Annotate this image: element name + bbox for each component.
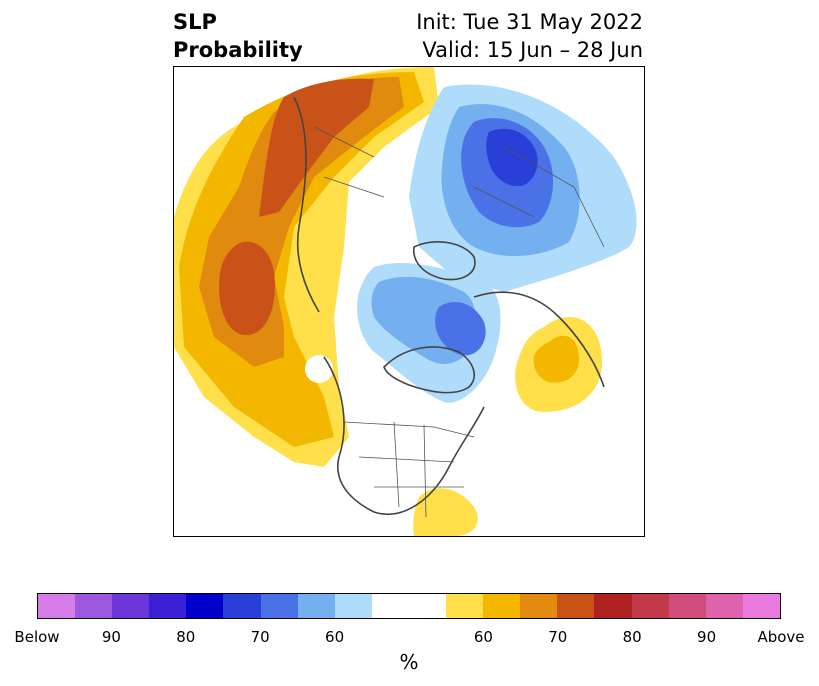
above-75-pacific (219, 241, 275, 336)
colorbar-below-segment-8 (334, 594, 372, 618)
colorbar-above-segment-8 (742, 594, 780, 618)
colorbar-tick-label: 70 (548, 628, 568, 646)
colorbar-below-segment-0 (38, 594, 76, 618)
below-70-arctic (435, 302, 486, 356)
colorbar-above-segment-3 (557, 594, 595, 618)
colorbar-above-segment-0 (446, 594, 484, 618)
title-variable: SLP (173, 10, 217, 34)
map-title: SLP Probability (173, 8, 303, 64)
below-75-siberia (486, 128, 538, 187)
colorbar-tick-label: 90 (101, 628, 121, 646)
map-subtitle: Init: Tue 31 May 2022 Valid: 15 Jun – 28… (416, 8, 643, 64)
colorbar-above-segment-4 (594, 594, 632, 618)
title-type: Probability (173, 38, 303, 62)
above-65-atlantic (533, 335, 579, 383)
colorbar-tick-label: 80 (176, 628, 196, 646)
colorbar-below-segment-2 (112, 594, 150, 618)
colorbar-tick-label: Above (757, 628, 805, 646)
colorbar-below-segment-3 (149, 594, 187, 618)
colorbar-tick-label: 80 (622, 628, 642, 646)
pacific-gap (305, 355, 333, 383)
valid-range: Valid: 15 Jun – 28 Jun (422, 38, 643, 62)
above-75-europe (259, 78, 374, 217)
colorbar-tick-label: 60 (325, 628, 345, 646)
colorbar-neutral-segment (371, 594, 447, 618)
borders (313, 126, 605, 518)
colorbar-below-segment-6 (260, 594, 298, 618)
probability-map (173, 66, 645, 537)
polar-map-svg (174, 67, 637, 536)
colorbar (37, 593, 781, 619)
init-date: Init: Tue 31 May 2022 (416, 10, 643, 34)
colorbar-above-segment-6 (668, 594, 706, 618)
colorbar-above-segment-5 (631, 594, 669, 618)
colorbar-above-segment-7 (705, 594, 743, 618)
colorbar-below-segment-1 (75, 594, 113, 618)
colorbar-tick-label: 60 (473, 628, 493, 646)
colorbar-tick-label: 70 (250, 628, 270, 646)
colorbar-below-segment-7 (297, 594, 335, 618)
colorbar-unit: % (399, 650, 419, 674)
colorbar-tick-label: Below (14, 628, 60, 646)
above-60-gulf (413, 488, 478, 536)
colorbar-above-segment-2 (520, 594, 558, 618)
coastlines (293, 96, 605, 515)
colorbar-below-segment-4 (186, 594, 224, 618)
colorbar-below-segment-5 (223, 594, 261, 618)
colorbar-tick-label: 90 (697, 628, 717, 646)
colorbar-above-segment-1 (483, 594, 521, 618)
